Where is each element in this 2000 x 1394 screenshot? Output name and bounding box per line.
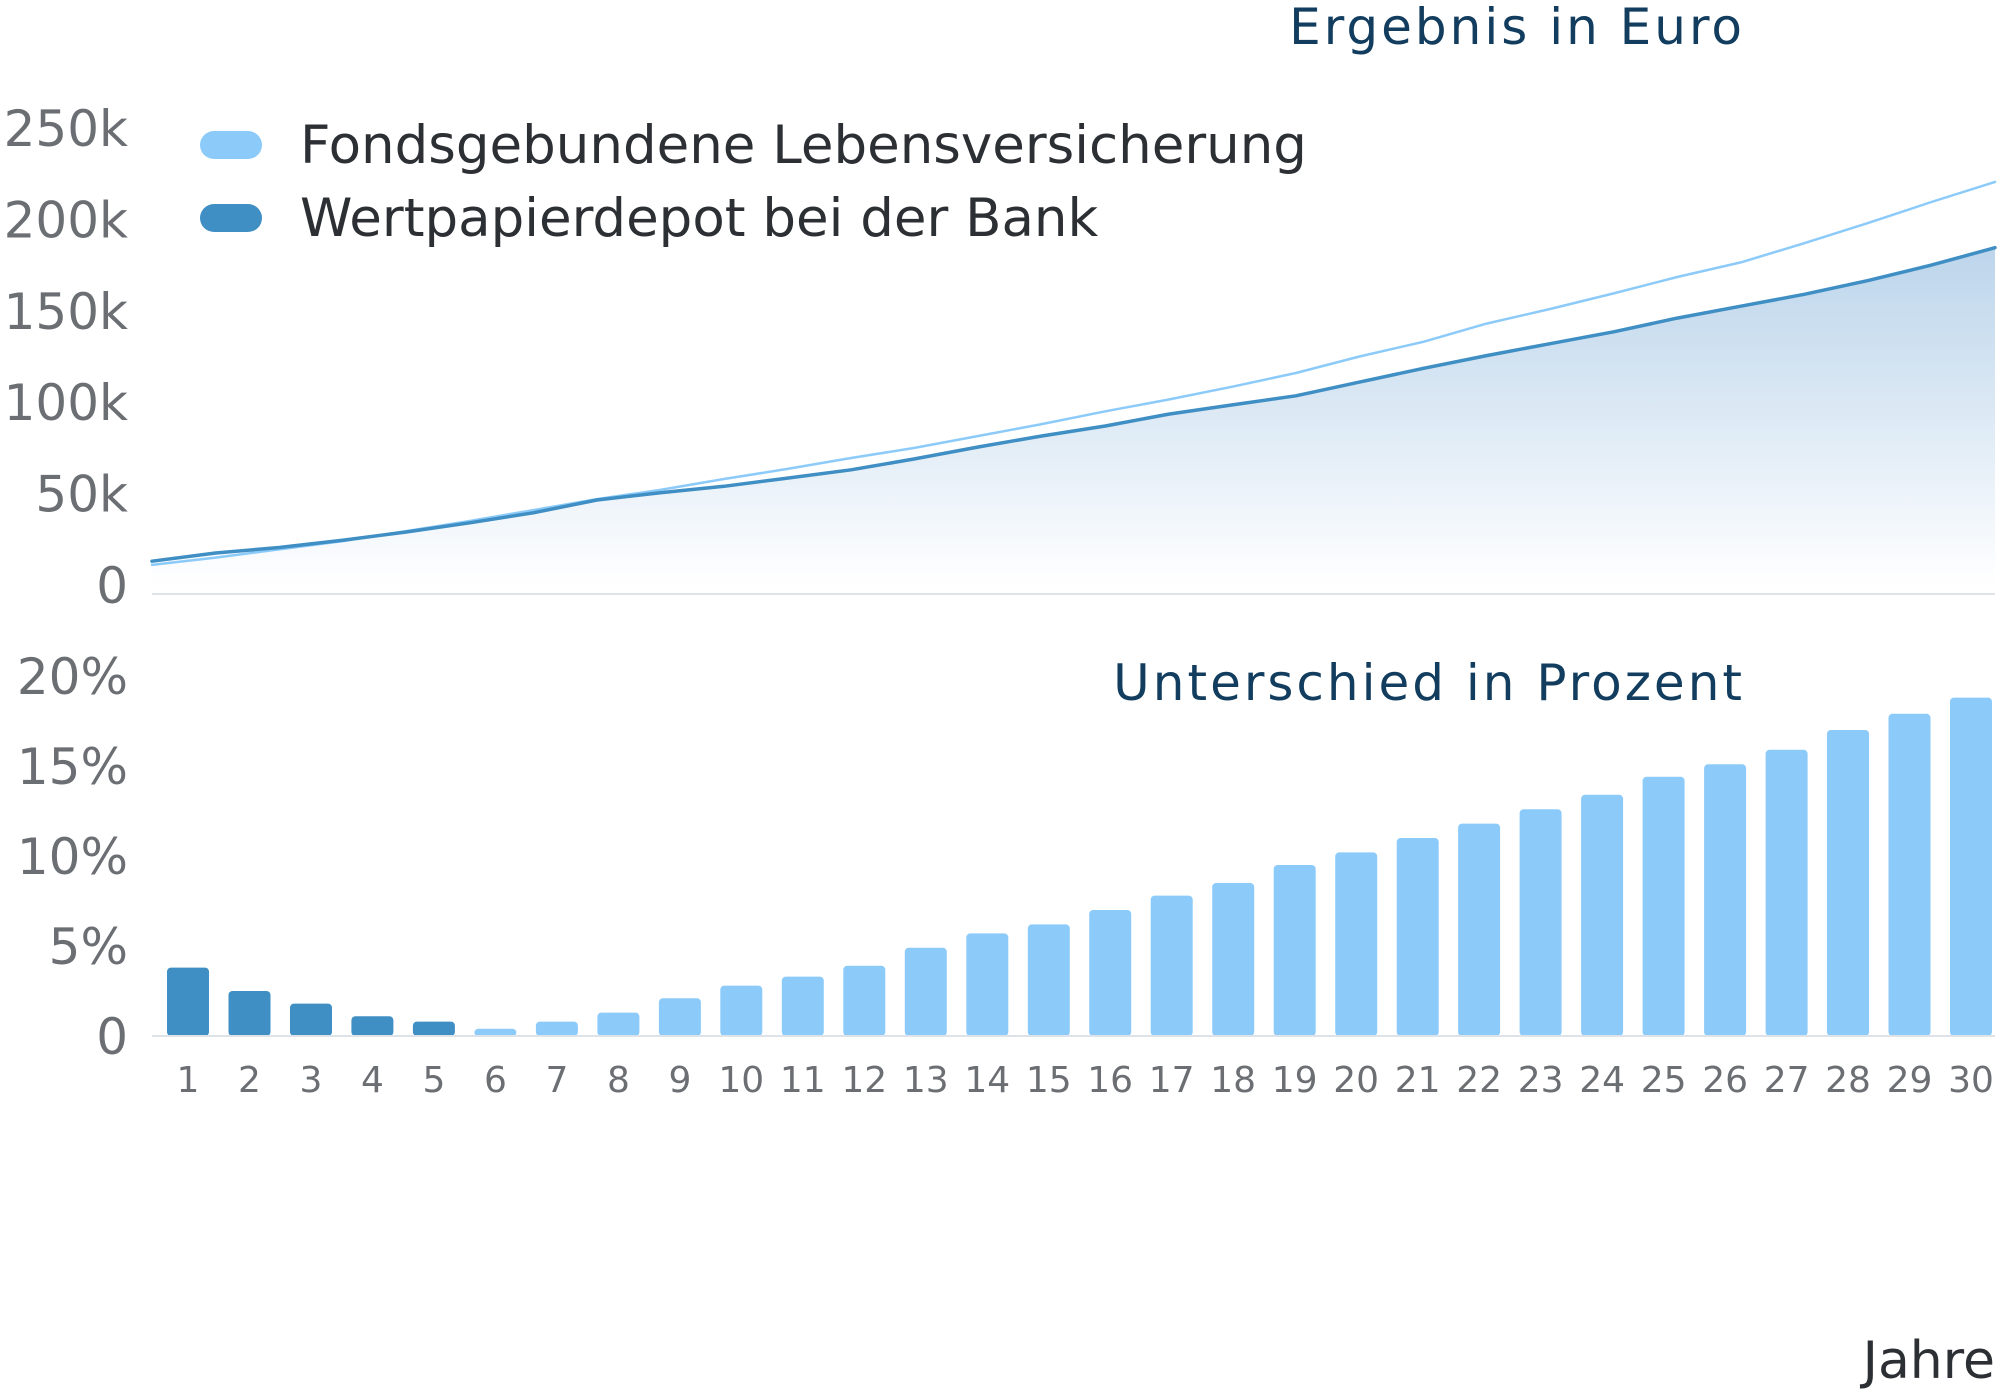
y-tick-label: 150k: [4, 283, 128, 341]
bar: [1519, 809, 1562, 1036]
bar: [1888, 713, 1931, 1036]
legend-label-depot: Wertpapierdepot bei der Bank: [300, 188, 1099, 249]
bar-chart-x-axis: 1 2 3 4 5 6 7 8 9 10 11 12 13 14 15 16 17 18 19 20 21 22 23 24 2…: [177, 1060, 1994, 1101]
legend-swatch-depot: [200, 204, 262, 232]
bar: [781, 976, 824, 1036]
x-tick-label: 1: [177, 1060, 200, 1101]
bar: [1212, 883, 1255, 1036]
y-tick-label: 15%: [17, 738, 128, 796]
x-tick-label: 12: [841, 1060, 887, 1101]
bar: [474, 1028, 517, 1036]
y-tick-label: 50k: [35, 466, 128, 524]
y-tick-label: 5%: [49, 918, 128, 976]
bar: [1765, 749, 1808, 1036]
y-tick-label: 200k: [4, 191, 128, 249]
bar: [412, 1021, 455, 1036]
bar: [1458, 823, 1501, 1036]
legend: Fondsgebundene Lebensversicherung Wertpa…: [200, 115, 1307, 249]
x-tick-label: 7: [545, 1060, 568, 1101]
x-tick-label: 8: [607, 1060, 630, 1101]
x-tick-label: 2: [238, 1060, 261, 1101]
legend-item-depot: Wertpapierdepot bei der Bank: [200, 188, 1099, 249]
bar: [1150, 895, 1193, 1036]
bar: [228, 991, 271, 1036]
y-tick-label: 10%: [17, 828, 128, 886]
x-tick-label: 10: [718, 1060, 764, 1101]
y-tick-label: 20%: [17, 648, 128, 706]
x-tick-label: 21: [1395, 1060, 1441, 1101]
x-tick-label: 23: [1518, 1060, 1564, 1101]
bar-chart-y-axis: 0 5% 10% 15% 20%: [17, 648, 128, 1066]
bar: [1950, 697, 1992, 1036]
bar: [1827, 730, 1869, 1036]
x-tick-label: 22: [1456, 1060, 1502, 1101]
bar-chart-bars: [167, 697, 1992, 1036]
x-axis-label: Jahre: [1860, 1331, 1995, 1391]
bar: [290, 1003, 332, 1036]
x-tick-label: 29: [1887, 1060, 1933, 1101]
line-chart: Ergebnis in Euro 0 50k 100k 150k 200k 250k Fo…: [4, 0, 1997, 615]
bar: [1704, 764, 1747, 1036]
bar: [1581, 794, 1624, 1036]
x-tick-label: 5: [422, 1060, 445, 1101]
x-tick-label: 24: [1579, 1060, 1625, 1101]
legend-swatch-fonds: [200, 131, 262, 159]
bar: [658, 998, 701, 1036]
depot-area-fill: [152, 247, 1995, 585]
x-tick-label: 13: [903, 1060, 949, 1101]
y-tick-label: 0: [96, 1008, 128, 1066]
x-tick-label: 20: [1333, 1060, 1379, 1101]
bar: [167, 967, 209, 1036]
bar: [720, 985, 763, 1036]
x-tick-label: 25: [1641, 1060, 1687, 1101]
x-tick-label: 17: [1149, 1060, 1195, 1101]
x-tick-label: 16: [1087, 1060, 1133, 1101]
legend-item-fonds: Fondsgebundene Lebensversicherung: [200, 115, 1307, 176]
legend-label-fonds: Fondsgebundene Lebensversicherung: [300, 115, 1307, 176]
bar: [1642, 776, 1685, 1036]
x-tick-label: 4: [361, 1060, 384, 1101]
bar-chart-title: Unterschied in Prozent: [1113, 654, 1745, 712]
bar: [966, 933, 1009, 1036]
bar: [1335, 852, 1378, 1036]
bar: [1396, 838, 1439, 1036]
x-tick-label: 11: [780, 1060, 826, 1101]
bar: [1027, 924, 1070, 1036]
x-tick-label: 30: [1948, 1060, 1994, 1101]
x-tick-label: 19: [1272, 1060, 1318, 1101]
y-tick-label: 0: [96, 557, 128, 615]
x-tick-label: 26: [1702, 1060, 1748, 1101]
y-tick-label: 100k: [4, 374, 128, 432]
bar: [843, 965, 886, 1036]
line-chart-y-axis: 0 50k 100k 150k 200k 250k: [4, 100, 128, 615]
depot-line: [150, 245, 1997, 563]
y-tick-label: 250k: [4, 100, 128, 158]
x-tick-label: 6: [484, 1060, 507, 1101]
x-tick-label: 14: [964, 1060, 1010, 1101]
bar: [904, 947, 947, 1036]
x-tick-label: 18: [1210, 1060, 1256, 1101]
x-tick-label: 27: [1764, 1060, 1810, 1101]
line-chart-series: [150, 180, 1997, 567]
bar: [535, 1021, 578, 1036]
bar: [597, 1012, 640, 1036]
x-tick-label: 28: [1825, 1060, 1871, 1101]
line-chart-title: Ergebnis in Euro: [1289, 0, 1745, 56]
x-tick-label: 9: [668, 1060, 691, 1101]
bar: [351, 1016, 394, 1036]
bar: [1273, 865, 1316, 1036]
x-tick-label: 15: [1026, 1060, 1072, 1101]
x-tick-label: 3: [300, 1060, 323, 1101]
bar: [1089, 910, 1132, 1036]
